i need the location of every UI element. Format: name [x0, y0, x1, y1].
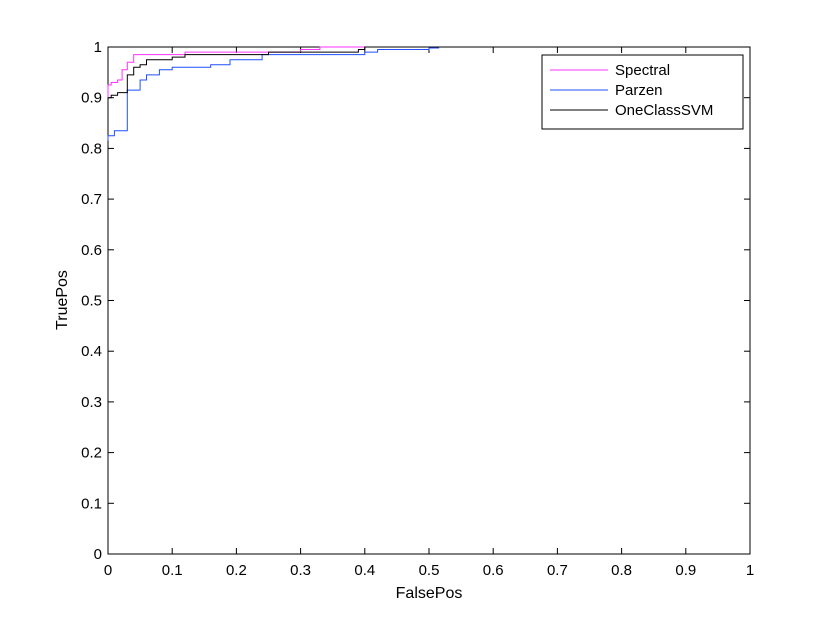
x-tick-label: 0.5 — [419, 562, 440, 579]
x-tick-label: 0.8 — [611, 562, 632, 579]
x-tick-label: 0.1 — [162, 562, 183, 579]
y-tick-label: 0.9 — [81, 90, 102, 107]
x-tick-label: 1 — [746, 562, 754, 579]
x-tick-label: 0.6 — [483, 562, 504, 579]
x-tick-label: 0.4 — [354, 562, 375, 579]
y-tick-label: 0.8 — [81, 140, 102, 157]
series-layer — [107, 46, 750, 141]
legend-box — [541, 54, 744, 130]
legend-label-parzen: Parzen — [615, 82, 663, 99]
x-tick-label: 0.9 — [675, 562, 696, 579]
series-line-parzen — [107, 46, 750, 141]
y-tick-label: 1 — [94, 39, 102, 56]
x-axis-label: FalsePos — [396, 585, 463, 602]
legend-label-spectral: Spectral — [615, 62, 670, 79]
y-tick-label: 0.7 — [81, 191, 102, 208]
tick-labels: 0 0.1 0.2 0.3 0.4 0.5 0.6 0.7 0.8 0.9 1 0 0.1 0.2 0.3 0… — [81, 39, 754, 579]
series-line-spectral — [107, 46, 750, 101]
y-tick-label: 0.6 — [81, 242, 102, 259]
y-tick-label: 0.2 — [81, 445, 102, 462]
x-tick-label: 0.3 — [290, 562, 311, 579]
y-tick-label: 0.4 — [81, 343, 102, 360]
y-tick-label: 0 — [94, 546, 102, 563]
legend-label-oneclasssvm: OneClassSVM — [615, 102, 713, 119]
series-line-oneclasssvm — [107, 46, 750, 101]
plot-area — [107, 46, 751, 555]
legend: Spectral Parzen OneClassSVM — [541, 54, 744, 130]
x-tick-label: 0 — [104, 562, 112, 579]
y-tick-label: 0.3 — [81, 394, 102, 411]
x-tick-label: 0.7 — [547, 562, 568, 579]
y-tick-label: 0.1 — [81, 495, 102, 512]
y-axis-label: TruePos — [54, 270, 71, 330]
y-tick-label: 0.5 — [81, 293, 102, 310]
x-tick-label: 0.2 — [226, 562, 247, 579]
